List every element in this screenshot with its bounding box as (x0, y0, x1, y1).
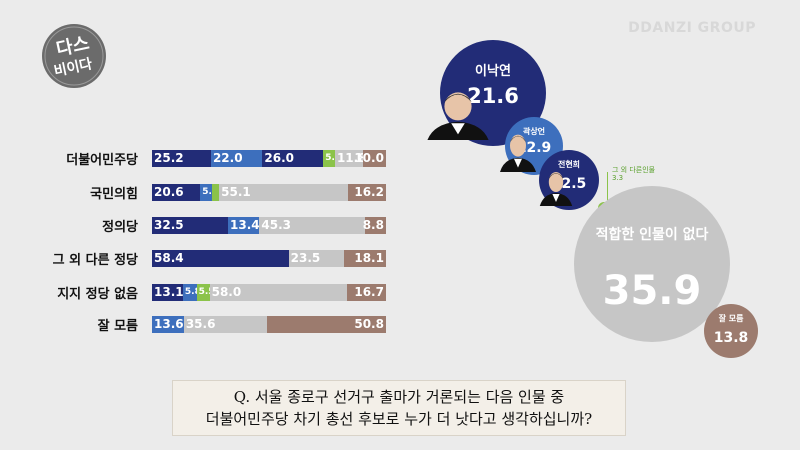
data-label: 50.8 (354, 317, 384, 331)
data-label: 55.1 (221, 185, 251, 199)
bar-row: 58.4 23.5 18.1 (152, 250, 386, 267)
bar-segment: 5.0 (323, 150, 341, 167)
bar-segment: 10.0 (354, 150, 386, 167)
leader-line (607, 172, 608, 203)
bar-segment: 13.4 (228, 217, 260, 234)
bar-segment: 13.6 (152, 316, 184, 333)
bar-segment: 8.8 (362, 217, 386, 234)
bar-segment: 16.2 (348, 184, 386, 201)
bar-segment: 25.2 (152, 150, 211, 167)
person-photo (538, 166, 574, 206)
row-label: 지지 정당 없음 (57, 287, 138, 302)
row-label: 더불어민주당 (66, 153, 138, 168)
person-photo (424, 84, 492, 140)
data-label: 58.4 (154, 251, 184, 265)
data-label: 45.3 (261, 218, 291, 232)
bar-row: 32.5 13.4 45.3 8.8 (152, 217, 386, 234)
bar-segment: 35.6 (183, 316, 268, 333)
person-photo (498, 128, 538, 172)
question-line-1: Q. 서울 종로구 선거구 출마가 거론되는 다음 인물 중 (233, 388, 565, 406)
bubble-value: 35.9 (602, 268, 702, 314)
bar-row: 13.1 5.8 5.5 58.0 16.7 (152, 284, 386, 301)
bar-segment: 22.0 (210, 150, 263, 167)
bar-segment: 5.2 (200, 184, 218, 201)
data-label: 25.2 (154, 151, 184, 165)
bar-segment: 5.8 (182, 284, 201, 301)
bubble-value: 13.8 (713, 330, 749, 346)
data-label: 13.1 (154, 285, 184, 299)
bar-segment: 13.1 (152, 284, 184, 301)
row-label: 그 외 다른 정당 (52, 253, 138, 268)
data-label: 10.0 (354, 151, 384, 165)
question-box: Q. 서울 종로구 선거구 출마가 거론되는 다음 인물 중 더불어민주당 차기… (172, 380, 626, 436)
data-label: 20.6 (154, 185, 184, 199)
bar-segment: 23.5 (288, 250, 344, 267)
row-label: 정의당 (102, 220, 138, 235)
bar-segment: 5.5 (196, 284, 215, 301)
bubble-name: 잘 모름 (718, 314, 744, 323)
question-line-2: 더불어민주당 차기 총선 후보로 누가 더 낫다고 생각하십니까? (205, 410, 593, 428)
bar-row: 25.2 22.0 26.0 5.0 11.8 10.0 (152, 150, 386, 167)
data-label: 35.6 (185, 317, 216, 331)
bar-row: 13.6 35.6 50.8 (152, 316, 386, 333)
brand-watermark: DDANZI GROUP (628, 20, 756, 36)
data-label: 23.5 (290, 251, 321, 265)
data-label: 13.6 (154, 317, 184, 331)
bubble-name: 적합한 인물이 없다 (595, 227, 709, 243)
data-label: 5.2 (202, 187, 219, 197)
bar-segment: 45.3 (259, 217, 366, 234)
row-label: 국민의힘 (90, 187, 138, 202)
bar-row: 20.6 5.2 55.1 16.2 (152, 184, 386, 201)
data-label: 16.2 (354, 185, 384, 199)
data-label: 5.8 (184, 287, 201, 297)
data-label: 18.1 (354, 251, 384, 265)
bubble: 적합한 인물이 없다 35.9 (574, 186, 730, 342)
bubble-value: 21.6 (467, 84, 519, 108)
data-label: 32.5 (154, 218, 184, 232)
bubble-name: 곽상언 (522, 127, 546, 136)
data-label: 16.7 (354, 285, 384, 299)
bar-segment (212, 184, 220, 201)
data-label: 5.5 (198, 287, 215, 297)
channel-logo: 다스 비이다 (42, 24, 106, 88)
bar-segment: 26.0 (262, 150, 324, 167)
bubble: 잘 모름 13.8 (704, 304, 758, 358)
bar-segment: 58.0 (209, 284, 347, 301)
bubble-outside-label: 그 외 다른인물 3.3 (612, 166, 656, 182)
bar-segment: 16.7 (346, 284, 386, 301)
bar-segment: 11.8 (334, 150, 367, 167)
data-label: 26.0 (264, 151, 295, 165)
data-label: 58.0 (211, 285, 242, 299)
data-label: 13.4 (230, 218, 260, 232)
bar-segment: 20.6 (152, 184, 201, 201)
bubble-name: 이낙연 (475, 64, 511, 79)
data-label: 22.0 (212, 151, 243, 165)
bubble-name: 전현희 (557, 160, 581, 169)
bar-segment: 18.1 (343, 250, 386, 267)
data-label: 11.8 (336, 151, 367, 165)
row-label: 잘 모름 (97, 319, 138, 334)
bar-segment: 55.1 (219, 184, 349, 201)
data-label: 5.0 (325, 153, 342, 163)
bar-segment: 58.4 (152, 250, 289, 267)
bar-segment: 50.8 (267, 316, 386, 333)
bar-segment: 32.5 (152, 217, 229, 234)
data-label: 8.8 (362, 218, 384, 232)
